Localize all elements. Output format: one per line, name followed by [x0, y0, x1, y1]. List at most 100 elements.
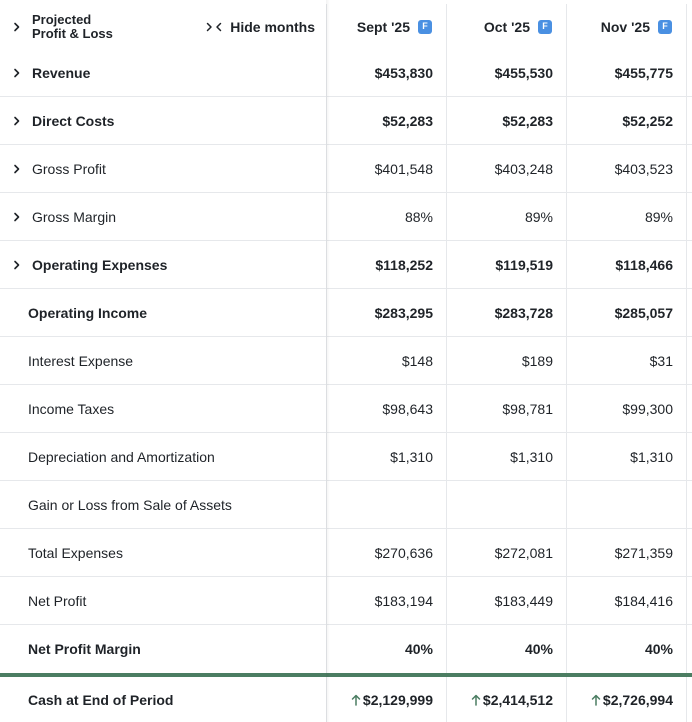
cell-nov [567, 481, 687, 528]
arrow-up-icon [471, 694, 481, 706]
forecast-badge: F [538, 19, 552, 34]
cell-sept: $52,283 [327, 97, 447, 144]
cell-nov: $31 [567, 337, 687, 384]
table-row-operating-expenses[interactable]: Operating Expenses $118,252 $119,519 $11… [0, 241, 692, 289]
row-label: Revenue [32, 64, 91, 81]
cell-sept: $401,548 [327, 145, 447, 192]
cell-oct: 40% [447, 625, 567, 673]
row-label: Gross Margin [32, 208, 117, 225]
cell-nov: $2,726,994 [567, 677, 687, 722]
month-label: Sept '25 [356, 18, 410, 35]
cell-oct: $189 [447, 337, 567, 384]
section-divider [0, 673, 692, 677]
cell-sept: $1,310 [327, 433, 447, 480]
month-label: Nov '25 [600, 18, 650, 35]
row-label: Operating Expenses [32, 256, 168, 273]
month-header-sept[interactable]: Sept '25 F [327, 4, 447, 49]
row-label: Depreciation and Amortization [28, 448, 215, 465]
expand-chevron-icon[interactable] [11, 67, 23, 79]
month-label: Oct '25 [483, 18, 530, 35]
row-label: Net Profit [28, 592, 87, 609]
table-row-depreciation: Depreciation and Amortization $1,310 $1,… [0, 433, 692, 481]
table-row-gross-profit[interactable]: Gross Profit $401,548 $403,248 $403,523 [0, 145, 692, 193]
cell-sept: $453,830 [327, 49, 447, 96]
cell-oct [447, 481, 567, 528]
cell-sept: $118,252 [327, 241, 447, 288]
row-label-cell: Gross Profit [0, 145, 327, 192]
cell-oct: $98,781 [447, 385, 567, 432]
cell-oct: 89% [447, 193, 567, 240]
hide-months-button[interactable]: Hide months [206, 19, 315, 35]
cell-sept: $2,129,999 [327, 677, 447, 722]
cell-sept [327, 481, 447, 528]
table-row-operating-income: Operating Income $283,295 $283,728 $285,… [0, 289, 692, 337]
row-label: Gross Profit [32, 160, 106, 177]
report-title: Projected Profit & Loss [32, 13, 113, 41]
report-title-line1: Projected [32, 12, 92, 27]
row-label-cell: Depreciation and Amortization [0, 433, 327, 480]
cell-sept: $98,643 [327, 385, 447, 432]
expand-chevron-icon[interactable] [11, 259, 23, 271]
table-row-direct-costs[interactable]: Direct Costs $52,283 $52,283 $52,252 [0, 97, 692, 145]
row-label-cell: Net Profit Margin [0, 625, 327, 673]
cell-oct: $119,519 [447, 241, 567, 288]
cell-oct: $272,081 [447, 529, 567, 576]
table-row-gain-loss-assets: Gain or Loss from Sale of Assets [0, 481, 692, 529]
expand-chevron-icon[interactable] [11, 115, 23, 127]
cell-oct: $455,530 [447, 49, 567, 96]
cell-sept: $148 [327, 337, 447, 384]
expand-chevron-icon[interactable] [11, 163, 23, 175]
cell-oct: $283,728 [447, 289, 567, 336]
row-label-cell: Gross Margin [0, 193, 327, 240]
row-label: Cash at End of Period [28, 691, 174, 708]
row-label-cell: Gain or Loss from Sale of Assets [0, 481, 327, 528]
cash-value: $2,129,999 [362, 691, 433, 708]
row-label-cell: Direct Costs [0, 97, 327, 144]
header-label-cell: Projected Profit & Loss Hide months [0, 4, 327, 49]
table-row-revenue[interactable]: Revenue $453,830 $455,530 $455,775 [0, 49, 692, 97]
arrow-up-icon [351, 694, 361, 706]
hide-months-label: Hide months [230, 18, 315, 35]
row-label: Interest Expense [28, 352, 134, 369]
month-header-nov[interactable]: Nov '25 F [567, 4, 687, 49]
cell-oct: $1,310 [447, 433, 567, 480]
cell-nov: $52,252 [567, 97, 687, 144]
row-label-cell: Total Expenses [0, 529, 327, 576]
cash-value: $2,414,512 [482, 691, 553, 708]
table-header: Projected Profit & Loss Hide months Sept… [0, 0, 692, 49]
forecast-badge: F [658, 19, 672, 34]
table-row-gross-margin[interactable]: Gross Margin 88% 89% 89% [0, 193, 692, 241]
cell-nov: $455,775 [567, 49, 687, 96]
cell-oct: $2,414,512 [447, 677, 567, 722]
cell-nov: $271,359 [567, 529, 687, 576]
row-label-cell: Cash at End of Period [0, 677, 327, 722]
row-label-cell: Revenue [0, 49, 327, 96]
cell-nov: $1,310 [567, 433, 687, 480]
cell-oct: $52,283 [447, 97, 567, 144]
header-row: Projected Profit & Loss Hide months Sept… [0, 4, 692, 49]
cell-nov: 89% [567, 193, 687, 240]
table-row-net-profit-margin: Net Profit Margin 40% 40% 40% [0, 625, 692, 673]
expand-all-chevron-icon[interactable] [11, 21, 23, 33]
forecast-badge: F [418, 19, 432, 34]
cell-nov: $285,057 [567, 289, 687, 336]
table-row-cash-end-period: Cash at End of Period $2,129,999 $2,414,… [0, 677, 692, 722]
expand-chevron-icon[interactable] [11, 211, 23, 223]
cell-nov: $184,416 [567, 577, 687, 624]
cell-oct: $403,248 [447, 145, 567, 192]
month-header-oct[interactable]: Oct '25 F [447, 4, 567, 49]
cell-nov: $118,466 [567, 241, 687, 288]
cell-oct: $183,449 [447, 577, 567, 624]
cell-sept: 88% [327, 193, 447, 240]
collapse-arrows-icon [206, 22, 222, 31]
cell-sept: 40% [327, 625, 447, 673]
table-row-interest-expense: Interest Expense $148 $189 $31 [0, 337, 692, 385]
arrow-up-icon [591, 694, 601, 706]
table-row-total-expenses: Total Expenses $270,636 $272,081 $271,35… [0, 529, 692, 577]
row-label-cell: Income Taxes [0, 385, 327, 432]
row-label-cell: Interest Expense [0, 337, 327, 384]
row-label: Gain or Loss from Sale of Assets [28, 496, 232, 513]
cell-sept: $183,194 [327, 577, 447, 624]
row-label: Income Taxes [28, 400, 115, 417]
